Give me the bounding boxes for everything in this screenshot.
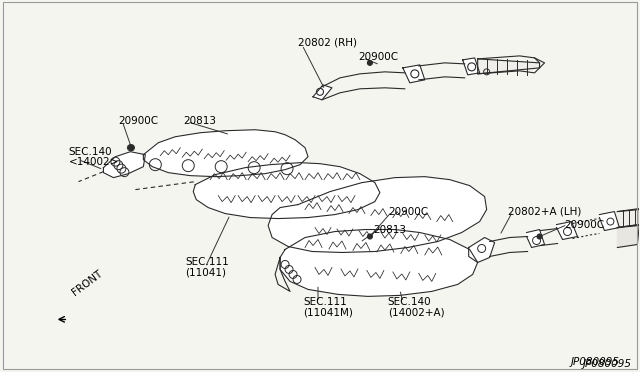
Text: SEC.111: SEC.111: [185, 257, 229, 267]
Polygon shape: [143, 130, 308, 177]
Polygon shape: [463, 58, 479, 75]
Polygon shape: [557, 222, 577, 240]
Text: 20900C: 20900C: [388, 206, 428, 217]
Circle shape: [537, 234, 542, 239]
Polygon shape: [527, 230, 545, 247]
Circle shape: [367, 60, 372, 65]
Text: 20900C: 20900C: [118, 116, 159, 126]
Polygon shape: [280, 230, 477, 296]
Text: 20900C: 20900C: [358, 52, 398, 62]
Polygon shape: [477, 59, 540, 74]
Text: (14002+A): (14002+A): [388, 307, 445, 317]
Polygon shape: [403, 65, 425, 83]
Polygon shape: [618, 209, 639, 228]
Text: (11041M): (11041M): [303, 307, 353, 317]
Text: 20802 (RH): 20802 (RH): [298, 38, 357, 48]
Text: JP080095: JP080095: [570, 357, 620, 367]
Text: 20802+A (LH): 20802+A (LH): [508, 206, 581, 217]
Polygon shape: [468, 237, 495, 263]
Text: 20813: 20813: [183, 116, 216, 126]
Circle shape: [129, 145, 134, 151]
Text: <14002>: <14002>: [68, 157, 119, 167]
Polygon shape: [193, 163, 380, 219]
Text: SEC.111: SEC.111: [303, 297, 347, 307]
Polygon shape: [104, 152, 145, 178]
Polygon shape: [600, 212, 620, 231]
Text: 20813: 20813: [373, 225, 406, 234]
Text: SEC.140: SEC.140: [68, 147, 112, 157]
Text: JP080095: JP080095: [582, 359, 632, 369]
Text: SEC.140: SEC.140: [388, 297, 431, 307]
Text: (11041): (11041): [185, 267, 227, 278]
Circle shape: [367, 234, 372, 239]
Text: FRONT: FRONT: [70, 268, 105, 297]
Polygon shape: [313, 85, 332, 100]
Polygon shape: [268, 177, 486, 253]
Polygon shape: [618, 225, 639, 247]
Text: 20900C: 20900C: [564, 219, 605, 230]
